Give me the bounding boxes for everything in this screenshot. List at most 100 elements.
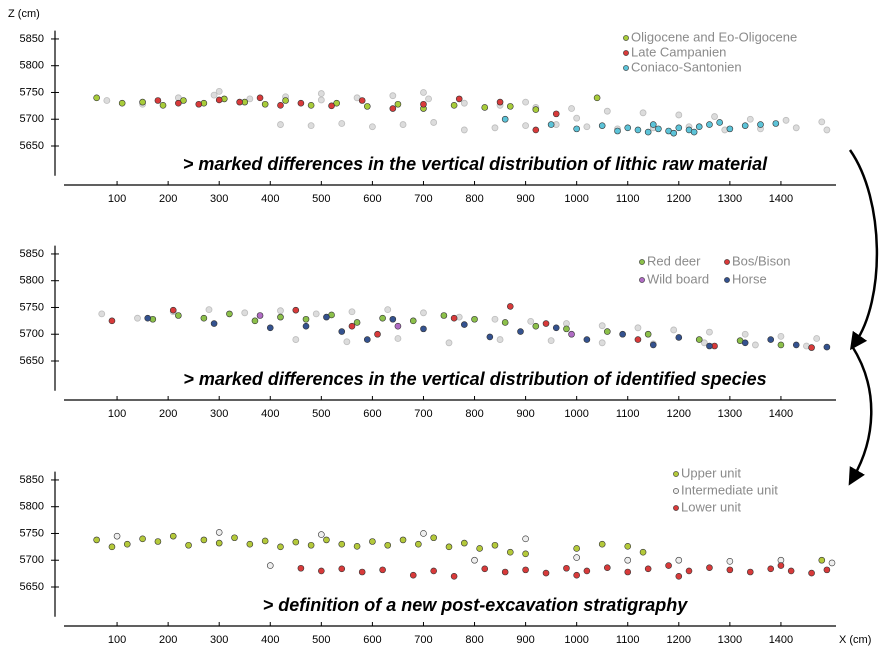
x-tick-label: 500 — [312, 634, 330, 646]
point — [282, 97, 289, 104]
point — [752, 341, 759, 349]
point — [430, 119, 438, 126]
point — [649, 121, 657, 128]
legend-swatch — [623, 50, 629, 56]
point — [430, 534, 437, 542]
legend-swatch — [639, 259, 645, 265]
point — [568, 330, 575, 338]
point — [312, 310, 320, 318]
x-tick-label: 1100 — [616, 408, 640, 420]
point — [583, 336, 591, 343]
point — [552, 110, 560, 118]
point — [353, 94, 361, 102]
point — [200, 314, 208, 322]
point — [813, 335, 821, 342]
point — [522, 98, 529, 106]
point — [706, 564, 713, 572]
point — [624, 543, 632, 550]
point — [706, 328, 713, 336]
point — [389, 105, 397, 112]
point — [409, 571, 417, 579]
point — [542, 569, 550, 577]
point — [690, 128, 698, 136]
point — [568, 105, 575, 112]
point — [93, 94, 100, 102]
point — [394, 100, 402, 108]
x-tick-label: 1300 — [718, 408, 742, 420]
point — [134, 314, 141, 322]
point — [706, 342, 713, 350]
point — [695, 123, 703, 131]
y-tick-label: 5700 — [20, 113, 44, 125]
point — [292, 336, 300, 343]
point — [792, 341, 800, 349]
x-tick-label: 1300 — [718, 193, 742, 205]
point — [323, 313, 330, 321]
point — [726, 566, 734, 574]
x-tick-label: 300 — [210, 634, 228, 646]
x-tick-label: 400 — [261, 634, 279, 646]
point — [277, 543, 284, 551]
point — [154, 97, 162, 104]
point — [103, 97, 111, 104]
point — [123, 540, 131, 548]
x-tick-label: 200 — [159, 634, 177, 646]
point — [808, 569, 815, 577]
point — [823, 566, 831, 574]
y-tick-label: 5800 — [20, 501, 44, 513]
y-tick-label: 5750 — [20, 527, 44, 539]
y-tick-label: 5750 — [20, 86, 44, 98]
point — [343, 338, 351, 346]
point — [358, 97, 366, 104]
point — [139, 535, 146, 543]
point — [542, 320, 550, 327]
legend-label: Intermediate unit — [681, 482, 778, 497]
point — [231, 534, 238, 542]
point — [318, 531, 325, 538]
x-tick-label: 800 — [465, 193, 483, 205]
point — [159, 102, 167, 109]
y-tick-label: 5650 — [20, 581, 44, 593]
legend-label: Bos/Bison — [732, 253, 791, 268]
point — [471, 315, 478, 323]
point — [251, 317, 259, 325]
legend-swatch — [673, 488, 679, 494]
point — [420, 325, 427, 333]
point — [818, 556, 826, 564]
point — [348, 322, 356, 330]
point — [644, 330, 652, 338]
point — [369, 538, 376, 545]
point — [256, 312, 264, 319]
point — [552, 324, 560, 332]
point — [481, 104, 489, 111]
point — [726, 558, 734, 565]
y-axis-label: Z (cm) — [8, 8, 40, 20]
point — [353, 319, 361, 326]
point — [460, 126, 468, 134]
point — [420, 89, 427, 96]
point — [604, 328, 611, 335]
point — [624, 124, 632, 132]
point — [394, 335, 402, 342]
point — [665, 562, 672, 569]
point — [333, 99, 340, 107]
point — [445, 543, 453, 551]
point — [757, 121, 764, 128]
point — [292, 306, 300, 314]
x-tick-label: 900 — [516, 193, 534, 205]
point — [772, 120, 780, 127]
annotation: > marked differences in the vertical dis… — [183, 154, 768, 174]
point — [215, 529, 223, 536]
x-tick-label: 100 — [108, 193, 126, 205]
arrow — [848, 345, 873, 486]
point — [450, 102, 458, 109]
point — [598, 322, 606, 330]
legend-swatch — [724, 259, 730, 265]
x-tick-label: 1000 — [564, 634, 588, 646]
y-tick-label: 5850 — [20, 248, 44, 260]
point — [741, 339, 749, 347]
x-tick-label: 1100 — [616, 193, 640, 205]
point — [604, 564, 611, 572]
point — [205, 306, 213, 314]
point — [363, 103, 371, 110]
